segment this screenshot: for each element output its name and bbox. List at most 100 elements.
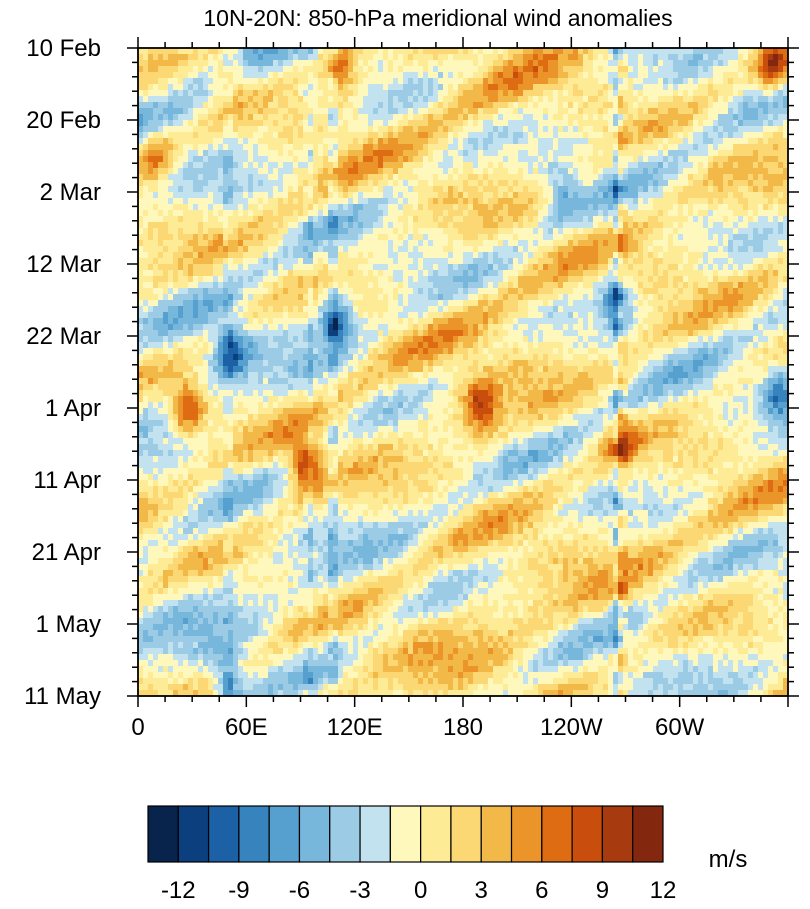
heatmap-cell <box>323 216 329 223</box>
heatmap-cell <box>263 216 269 223</box>
heatmap-cell <box>353 258 359 265</box>
heatmap-cell <box>238 120 244 127</box>
heatmap-cell <box>583 162 589 169</box>
heatmap-cell <box>573 192 579 199</box>
heatmap-cell <box>368 174 374 181</box>
heatmap-cell <box>188 72 194 79</box>
heatmap-cell <box>553 150 559 157</box>
heatmap-cell <box>618 216 624 223</box>
heatmap-cell <box>688 186 694 193</box>
heatmap-cell <box>723 132 729 139</box>
heatmap-cell <box>438 132 444 139</box>
heatmap-cell <box>703 150 709 157</box>
heatmap-cell <box>388 54 394 61</box>
heatmap-cell <box>518 66 524 73</box>
heatmap-cell <box>408 174 414 181</box>
heatmap-cell <box>403 180 409 187</box>
heatmap-cell <box>223 96 229 103</box>
heatmap-cell <box>773 174 779 181</box>
heatmap-cell <box>628 54 634 61</box>
heatmap-cell <box>718 144 724 151</box>
heatmap-cell <box>333 222 339 229</box>
heatmap-cell <box>748 150 754 157</box>
heatmap-cell <box>768 162 774 169</box>
heatmap-cell <box>658 210 664 217</box>
heatmap-cell <box>583 252 589 259</box>
heatmap-cell <box>693 60 699 67</box>
heatmap-cell <box>138 138 144 145</box>
heatmap-cell <box>533 258 539 265</box>
heatmap-cell <box>283 96 289 103</box>
heatmap-cell <box>163 210 169 217</box>
heatmap-cell <box>313 84 319 91</box>
heatmap-cell <box>658 186 664 193</box>
heatmap-cell <box>243 144 249 151</box>
heatmap-cell <box>773 264 779 271</box>
heatmap-cell <box>343 156 349 163</box>
heatmap-cell <box>313 156 319 163</box>
heatmap-cell <box>713 102 719 109</box>
heatmap-cell <box>273 246 279 253</box>
heatmap-cell <box>678 162 684 169</box>
heatmap-cell <box>563 114 569 121</box>
heatmap-cell <box>323 120 329 127</box>
heatmap-cell <box>738 228 744 235</box>
heatmap-cell <box>338 108 344 115</box>
heatmap-cell <box>408 228 414 235</box>
heatmap-cell <box>413 210 419 217</box>
heatmap-cell <box>488 240 494 247</box>
heatmap-cell <box>388 276 394 283</box>
heatmap-cell <box>228 186 234 193</box>
heatmap-cell <box>348 246 354 253</box>
heatmap-cell <box>448 264 454 271</box>
heatmap-cell <box>158 120 164 127</box>
heatmap-cell <box>723 114 729 121</box>
heatmap-cell <box>738 72 744 79</box>
heatmap-cell <box>418 78 424 85</box>
heatmap-cell <box>718 198 724 205</box>
heatmap-cell <box>293 234 299 241</box>
heatmap-cell <box>268 252 274 259</box>
heatmap-cell <box>708 54 714 61</box>
heatmap-cell <box>373 156 379 163</box>
heatmap-cell <box>583 234 589 241</box>
heatmap-cell <box>683 210 689 217</box>
heatmap-cell <box>733 72 739 79</box>
heatmap-cell <box>578 60 584 67</box>
heatmap-cell <box>513 156 519 163</box>
heatmap-cell <box>378 192 384 199</box>
heatmap-cell <box>493 138 499 145</box>
heatmap-cell <box>773 240 779 247</box>
heatmap-cell <box>663 156 669 163</box>
heatmap-cell <box>193 138 199 145</box>
heatmap-cell <box>643 90 649 97</box>
heatmap-cell <box>208 180 214 187</box>
heatmap-cell <box>448 246 454 253</box>
heatmap-cell <box>278 258 284 265</box>
heatmap-cell <box>738 120 744 127</box>
heatmap-cell <box>783 270 789 277</box>
heatmap-cell <box>458 60 464 67</box>
heatmap-cell <box>518 138 524 145</box>
heatmap-cell <box>333 210 339 217</box>
heatmap-cell <box>468 180 474 187</box>
heatmap-cell <box>568 114 574 121</box>
heatmap-cell <box>448 96 454 103</box>
heatmap-cell <box>228 258 234 265</box>
heatmap-cell <box>778 60 784 67</box>
heatmap-cell <box>193 204 199 211</box>
heatmap-cell <box>703 246 709 253</box>
heatmap-cell <box>168 96 174 103</box>
heatmap-cell <box>778 114 784 121</box>
heatmap-cell <box>268 216 274 223</box>
heatmap-cell <box>383 204 389 211</box>
heatmap-cell <box>698 90 704 97</box>
heatmap-cell <box>318 180 324 187</box>
heatmap-cell <box>378 252 384 259</box>
heatmap-cell <box>413 108 419 115</box>
heatmap-cell <box>733 240 739 247</box>
heatmap-cell <box>783 192 789 199</box>
heatmap-cell <box>418 174 424 181</box>
heatmap-cell <box>483 162 489 169</box>
heatmap-cell <box>703 120 709 127</box>
